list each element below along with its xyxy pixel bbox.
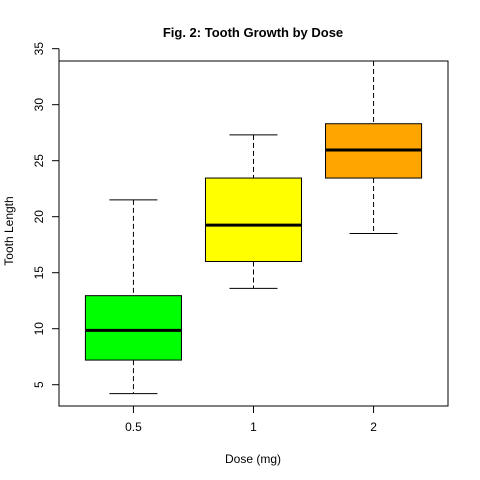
y-tick-label: 30 [32,98,46,112]
box-0.5 [84,295,182,361]
box-1 [204,177,303,263]
x-tick-label: 2 [370,420,377,434]
x-tick-label: 1 [250,420,257,434]
y-tick-label: 20 [32,210,46,224]
y-tick-label: 35 [32,42,46,56]
y-tick-label: 15 [32,266,46,280]
plot-layer: 5 10 15 20 25 30 35 0.5 1 2 [32,42,423,434]
chart-title: Fig. 2: Tooth Growth by Dose [163,25,343,40]
y-tick-label: 25 [32,154,46,168]
y-tick-label: 5 [32,381,46,388]
y-axis-title: Tooth Length [2,196,16,265]
x-tick-label: 0.5 [125,420,142,434]
y-tick-label: 10 [32,322,46,336]
x-axis-title: Dose (mg) [225,452,281,466]
